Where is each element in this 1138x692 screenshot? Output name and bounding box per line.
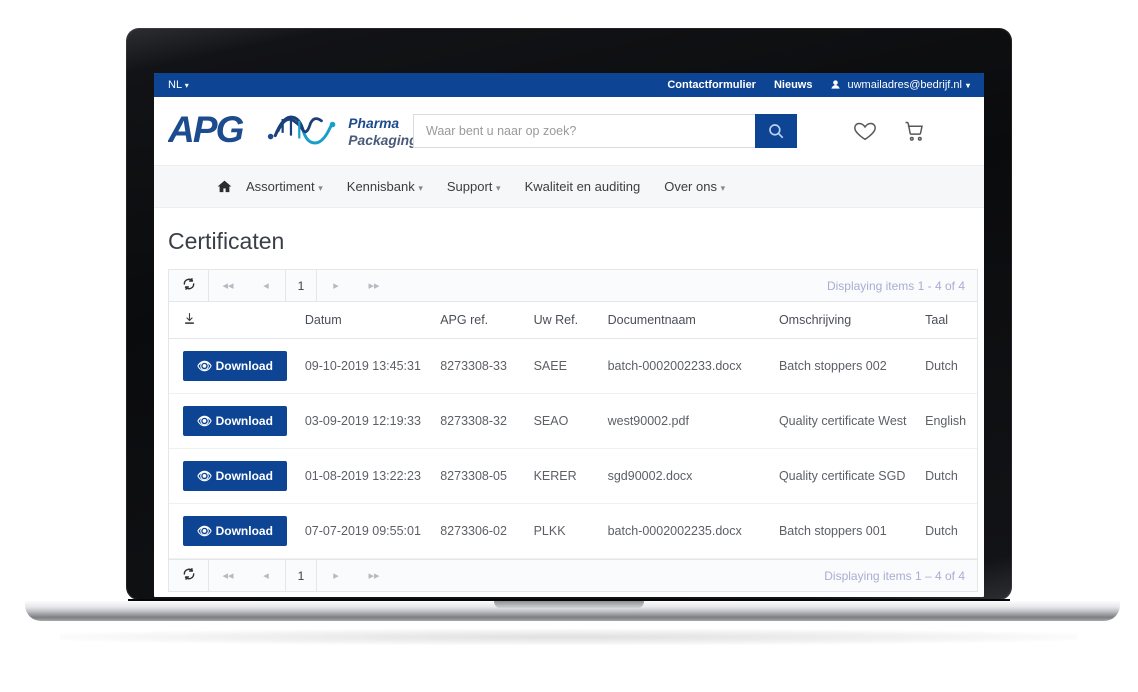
svg-text:Packaging: Packaging	[348, 132, 413, 148]
svg-text:Pharma: Pharma	[348, 115, 399, 131]
svg-text:APG: APG	[168, 109, 244, 150]
